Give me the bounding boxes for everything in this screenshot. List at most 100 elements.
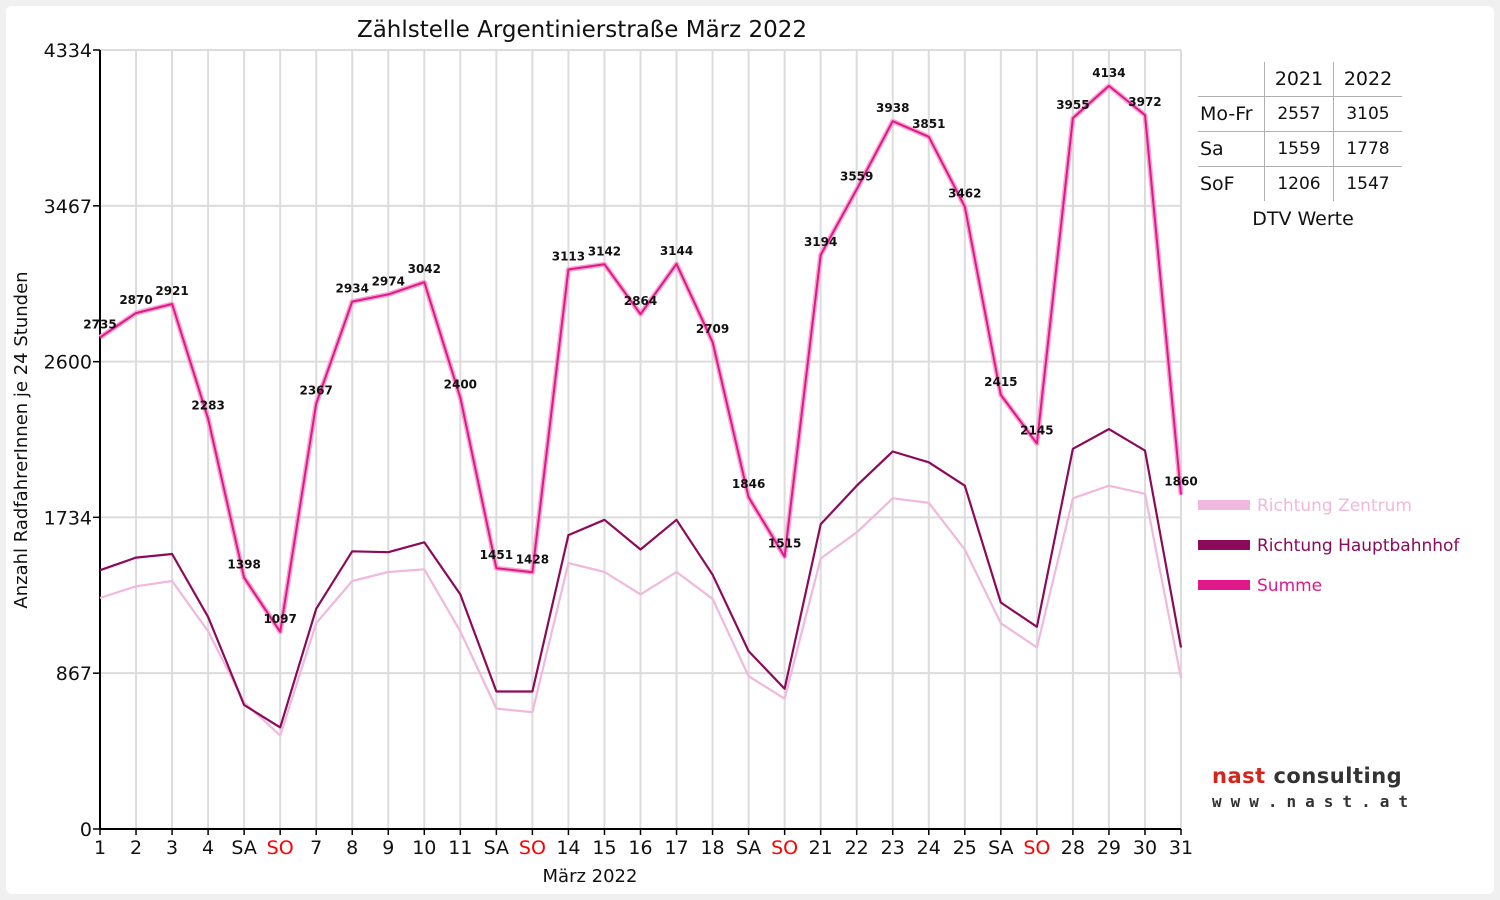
legend-swatch xyxy=(1198,580,1250,590)
nast-consulting-logo: nast consulting www.nast.at xyxy=(1200,750,1443,825)
x-tick-label: 7 xyxy=(310,837,322,859)
data-label: 3955 xyxy=(1056,98,1089,112)
data-label: 2145 xyxy=(1020,423,1053,437)
dtv-cell: 1559 xyxy=(1264,131,1334,167)
logo-brand-part1: nast xyxy=(1212,764,1266,788)
dtv-cell: 1778 xyxy=(1333,131,1402,167)
data-label: 3142 xyxy=(588,244,621,258)
data-label: 1428 xyxy=(516,552,549,566)
dtv-caption: DTV Werte xyxy=(1252,208,1354,230)
data-label: 3194 xyxy=(804,235,837,249)
x-tick-label: 11 xyxy=(448,837,472,859)
chart-title: Zählstelle Argentinierstraße März 2022 xyxy=(357,17,807,43)
x-tick-label: 31 xyxy=(1169,837,1193,859)
x-tick-label: SO xyxy=(267,837,294,859)
x-tick-label: 29 xyxy=(1097,837,1121,859)
dtv-cell: 1206 xyxy=(1264,166,1334,201)
data-label: 3938 xyxy=(876,101,909,115)
logo-brand-part2: consulting xyxy=(1265,764,1403,788)
x-tick-label: 24 xyxy=(917,837,941,859)
x-tick-label: SA xyxy=(988,837,1013,859)
x-axis-label: März 2022 xyxy=(543,866,638,887)
data-label: 3113 xyxy=(552,249,585,263)
legend-swatch xyxy=(1198,500,1250,510)
data-label: 1846 xyxy=(732,477,765,491)
data-label: 2283 xyxy=(191,399,224,413)
series-lines xyxy=(98,83,1184,737)
data-label: 2974 xyxy=(372,274,405,288)
dtv-row-label: Sa xyxy=(1198,131,1265,167)
x-tick-label: 2 xyxy=(130,837,142,859)
data-label: 2735 xyxy=(83,317,116,331)
data-label: 1515 xyxy=(768,537,801,551)
x-tick-label: 18 xyxy=(700,837,724,859)
x-tick-label: 1 xyxy=(94,837,106,859)
y-tick-label: 0 xyxy=(80,819,92,841)
dtv-col-2021: 2021 xyxy=(1264,62,1334,97)
data-label: 1398 xyxy=(227,558,260,572)
series-line-summe xyxy=(99,84,1182,633)
dtv-cell: 3105 xyxy=(1333,96,1402,132)
x-tick-label: 3 xyxy=(166,837,178,859)
series-line-richtung-zentrum xyxy=(99,484,1183,737)
x-tick-label: 21 xyxy=(809,837,833,859)
x-tick-label: 28 xyxy=(1061,837,1085,859)
data-label: 2870 xyxy=(119,293,152,307)
data-label: 3144 xyxy=(660,244,693,258)
legend-label: Summe xyxy=(1257,576,1322,596)
x-tick-label: 15 xyxy=(592,837,616,859)
data-label: 2400 xyxy=(444,378,477,392)
data-label: 3559 xyxy=(840,169,873,183)
grid-lines xyxy=(100,49,1182,829)
logo-brand: nast consulting xyxy=(1212,764,1402,788)
y-tick-label: 4334 xyxy=(44,40,92,62)
dtv-cell: 1547 xyxy=(1333,166,1402,201)
data-label: 1860 xyxy=(1164,475,1197,489)
data-label: 1451 xyxy=(480,548,513,562)
dtv-row-label: SoF xyxy=(1200,173,1235,195)
dtv-table: 2021 2022 Mo-Fr 2557 3105 Sa 1559 1778 S… xyxy=(1198,62,1402,230)
legend-swatch xyxy=(1198,540,1250,550)
legend-label: Richtung Zentrum xyxy=(1257,496,1412,516)
x-tick-label: 9 xyxy=(382,837,394,859)
x-tick-label: SA xyxy=(231,837,256,859)
x-tick-label: 4 xyxy=(202,837,214,859)
data-label: 2709 xyxy=(696,322,729,336)
x-tick-label: 10 xyxy=(412,837,436,859)
x-tick-label: SO xyxy=(771,837,798,859)
data-label: 3972 xyxy=(1128,95,1161,109)
dtv-cell: 2557 xyxy=(1264,96,1334,132)
x-tick-label: 25 xyxy=(953,837,977,859)
x-tick-label: 22 xyxy=(845,837,869,859)
dtv-corner xyxy=(1198,62,1265,97)
series-line-richtung-hauptbahnhof xyxy=(99,428,1183,729)
data-label: 3462 xyxy=(948,187,981,201)
dtv-row-label: Mo-Fr xyxy=(1198,96,1265,132)
data-label: 3851 xyxy=(912,117,945,131)
dtv-col-2022: 2022 xyxy=(1333,62,1402,97)
y-tick-label: 1734 xyxy=(44,507,92,529)
y-tick-label: 867 xyxy=(56,663,92,685)
data-label: 2415 xyxy=(984,375,1017,389)
data-label: 2921 xyxy=(155,284,188,298)
data-label: 2934 xyxy=(336,282,369,296)
x-tick-label: 8 xyxy=(346,837,358,859)
x-tick-label: SO xyxy=(1023,837,1050,859)
x-tick-label: 16 xyxy=(628,837,652,859)
x-tick-label: 23 xyxy=(881,837,905,859)
y-axis-label: Anzahl RadfahrerInnen je 24 Stunden xyxy=(11,271,32,608)
y-tick-label: 3467 xyxy=(44,196,92,218)
x-tick-label: 30 xyxy=(1133,837,1157,859)
legend: Richtung Zentrum Richtung Hauptbahnhof Sum… xyxy=(1198,496,1460,596)
x-tick-label: 17 xyxy=(664,837,688,859)
x-tick-label: SA xyxy=(736,837,761,859)
data-label: 2864 xyxy=(624,294,657,308)
data-label: 4134 xyxy=(1092,66,1125,80)
x-tick-label: 14 xyxy=(556,837,580,859)
x-tick-label: SO xyxy=(519,837,546,859)
y-tick-label: 2600 xyxy=(44,352,92,374)
data-label: 1097 xyxy=(263,612,296,626)
